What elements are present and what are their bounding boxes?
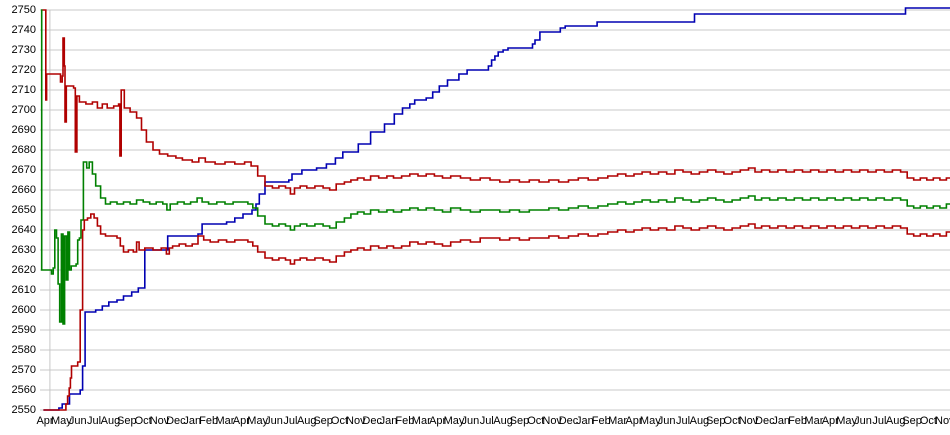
x-axis-label: Jul bbox=[283, 415, 298, 427]
y-axis-label: 2580 bbox=[11, 344, 36, 356]
x-axis-label: Dec bbox=[362, 415, 382, 427]
x-axis-label: May bbox=[639, 415, 661, 427]
x-axis-label: Oct bbox=[134, 415, 152, 427]
x-axis-label: Oct bbox=[527, 415, 545, 427]
y-axis-label: 2650 bbox=[11, 204, 36, 216]
x-axis-label: Dec bbox=[558, 415, 579, 427]
x-axis-label: Sep bbox=[705, 415, 726, 427]
x-axis-label: May bbox=[50, 415, 72, 427]
x-axis-label: Sep bbox=[902, 415, 922, 427]
x-axis-label: Dec bbox=[755, 415, 775, 427]
x-axis-label: Jun bbox=[461, 415, 480, 427]
x-axis-label: Jul bbox=[676, 415, 691, 427]
x-axis-label: Aug bbox=[296, 415, 317, 427]
x-axis-label: Jan bbox=[183, 415, 202, 427]
x-axis-label: Jun bbox=[265, 415, 283, 427]
x-axis-label: Sep bbox=[117, 415, 137, 427]
x-axis-label: Apr bbox=[625, 415, 643, 427]
x-axis-label: Apr bbox=[429, 415, 447, 427]
y-axis-label: 2710 bbox=[11, 84, 36, 96]
x-axis-label: Oct bbox=[330, 415, 349, 427]
y-axis-label: 2720 bbox=[11, 64, 36, 76]
x-axis-label: Mar bbox=[608, 415, 628, 427]
y-axis-label: 2740 bbox=[11, 24, 36, 36]
x-axis-label: Nov bbox=[935, 415, 950, 427]
x-axis-label: May bbox=[247, 415, 269, 427]
x-axis-label: Aug bbox=[885, 415, 906, 427]
x-axis-label: Nov bbox=[346, 415, 366, 427]
x-axis-label: Aug bbox=[689, 415, 710, 427]
x-axis-label: Feb bbox=[395, 415, 415, 427]
y-axis-label: 2700 bbox=[11, 104, 36, 116]
x-axis-label: Jul bbox=[87, 415, 102, 427]
x-axis-label: Nov bbox=[149, 415, 170, 427]
x-axis-label: Sep bbox=[509, 415, 530, 427]
x-axis-label: Mar bbox=[215, 415, 235, 427]
x-axis-label: Apr bbox=[36, 415, 54, 427]
x-axis-label: Feb bbox=[591, 415, 611, 427]
y-axis-label: 2590 bbox=[11, 324, 36, 336]
x-axis-label: Jan bbox=[379, 415, 398, 427]
x-axis-label: Aug bbox=[493, 415, 513, 427]
x-axis-label: May bbox=[443, 415, 465, 427]
x-axis-label: Jun bbox=[68, 415, 87, 427]
y-axis-label: 2620 bbox=[11, 264, 36, 276]
x-axis-label: Jan bbox=[772, 415, 791, 427]
y-axis-label: 2560 bbox=[11, 384, 36, 396]
y-axis-label: 2670 bbox=[11, 164, 36, 176]
x-axis-label: Jun bbox=[854, 415, 872, 427]
y-axis-label: 2750 bbox=[11, 4, 36, 16]
x-axis-label: Jul bbox=[872, 415, 887, 427]
x-axis-label: Oct bbox=[723, 415, 741, 427]
x-axis-label: Dec bbox=[166, 415, 186, 427]
y-axis-label: 2610 bbox=[11, 284, 36, 296]
x-axis-label: Jun bbox=[657, 415, 676, 427]
y-axis-label: 2570 bbox=[11, 364, 36, 376]
series-red-lower-line bbox=[43, 213, 950, 411]
x-axis-label: Nov bbox=[542, 415, 562, 427]
y-axis-label: 2680 bbox=[11, 144, 36, 156]
y-axis-label: 2630 bbox=[11, 244, 36, 256]
x-axis-label: Oct bbox=[919, 415, 937, 427]
x-axis-label: Nov bbox=[738, 415, 759, 427]
series-green-line bbox=[40, 9, 950, 325]
y-axis-label: 2730 bbox=[11, 44, 36, 56]
x-axis-label: May bbox=[836, 415, 858, 427]
y-axis-label: 2600 bbox=[11, 304, 36, 316]
x-axis-label: Mar bbox=[804, 415, 824, 427]
x-axis-label: Feb bbox=[788, 415, 808, 427]
series-blue-line bbox=[43, 7, 950, 411]
x-axis-label: Aug bbox=[100, 415, 121, 427]
y-axis-label: 2550 bbox=[11, 404, 36, 416]
x-axis-label: Mar bbox=[411, 415, 431, 427]
x-axis-label: Jan bbox=[576, 415, 594, 427]
y-axis-label: 2690 bbox=[11, 124, 36, 136]
y-axis-label: 2640 bbox=[11, 224, 36, 236]
x-axis-label: Sep bbox=[313, 415, 333, 427]
x-axis-label: Apr bbox=[821, 415, 839, 427]
series-red-upper-line bbox=[42, 9, 950, 195]
x-axis-label: Apr bbox=[232, 415, 250, 427]
x-axis-label: Feb bbox=[199, 415, 219, 427]
x-axis-label: Jul bbox=[479, 415, 494, 427]
y-axis-label: 2660 bbox=[11, 184, 36, 196]
